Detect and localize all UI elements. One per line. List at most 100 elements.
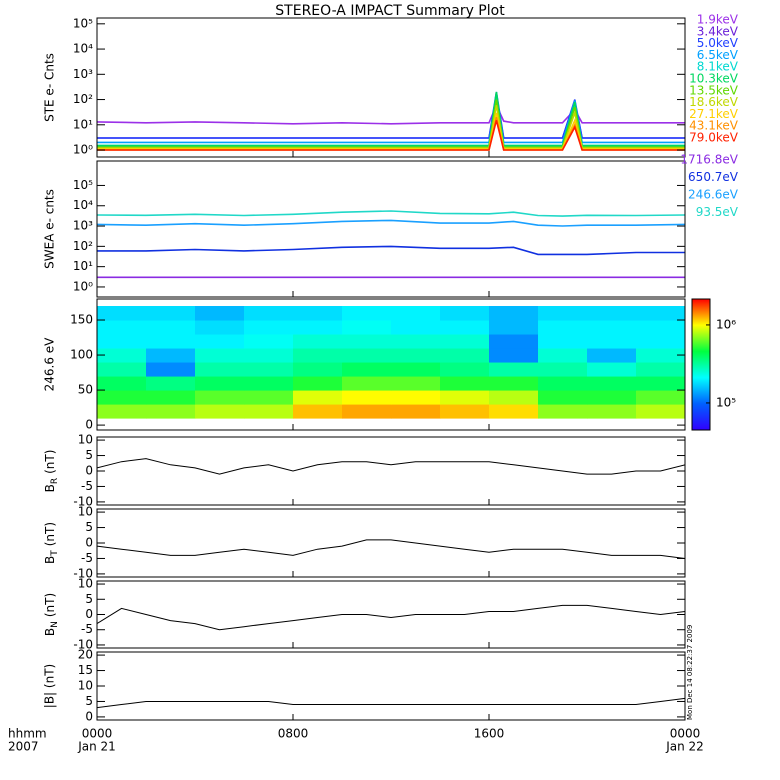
y-tick-label: -10 (73, 637, 93, 651)
series-line (97, 604, 685, 631)
heat-cell (587, 334, 637, 349)
y-axis-label: 246.6 eV (43, 337, 57, 392)
y-tick-label: 20 (78, 648, 93, 662)
heat-cell (195, 320, 245, 335)
heat-cell (489, 348, 539, 363)
heat-cell (538, 348, 588, 363)
heat-cell (146, 404, 196, 419)
legend-entry: 6.5keV (697, 48, 739, 62)
heat-cell (587, 404, 637, 419)
heat-cell (146, 390, 196, 405)
legend-entry: 1.9keV (697, 13, 739, 27)
y-label-unit: (nT) (43, 593, 57, 617)
heat-cell (97, 306, 147, 321)
y-tick-label: 10¹ (73, 259, 93, 273)
heat-cell (244, 348, 294, 363)
series-line (97, 539, 685, 559)
series-line (97, 105, 685, 149)
y-tick-label: -5 (81, 622, 93, 636)
y-tick-label: 10 (78, 577, 93, 591)
y-tick-label: 50 (78, 383, 93, 397)
heat-cell (636, 306, 685, 321)
series-line (97, 210, 685, 217)
y-tick-label: 5 (85, 448, 93, 462)
heat-cell (391, 390, 441, 405)
heat-cell (342, 390, 392, 405)
heat-cell (293, 376, 343, 391)
x-tick-label: 0000 (670, 727, 701, 741)
heat-cell (293, 320, 343, 335)
colorbar (691, 298, 711, 431)
heat-cell (636, 362, 685, 377)
y-tick-label: 10⁰ (73, 279, 93, 293)
heat-cell (538, 306, 588, 321)
y-axis-label: STE e- Cnts (43, 53, 57, 122)
heat-cell (195, 376, 245, 391)
heat-cell (97, 334, 147, 349)
heat-cell (97, 320, 147, 335)
y-tick-label: 10⁰ (73, 143, 93, 157)
panel-frame (96, 436, 686, 506)
legend-entry: 650.7eV (688, 170, 739, 184)
heat-cell (146, 334, 196, 349)
y-tick-label: 0 (85, 607, 93, 621)
heat-cell (636, 348, 685, 363)
heat-cell (391, 320, 441, 335)
panel-frame (96, 298, 686, 431)
y-tick-label: 0 (85, 536, 93, 550)
heat-cell (636, 320, 685, 335)
y-axis-label: |B| (nT) (43, 664, 57, 708)
legend-entry: 246.6eV (688, 188, 739, 202)
y-tick-label: 150 (70, 313, 93, 327)
y-tick-label: 10² (73, 92, 93, 106)
y-tick-label: -10 (73, 566, 93, 580)
panel-1 (97, 210, 685, 279)
heat-cell (195, 306, 245, 321)
heat-cell (195, 348, 245, 363)
y-tick-label: 5 (85, 592, 93, 606)
panel-frame (96, 160, 686, 298)
heat-cell (342, 306, 392, 321)
series-line (97, 103, 685, 125)
panel-frame (96, 651, 686, 721)
y-tick-label: 10 (78, 505, 93, 519)
heat-cell (440, 376, 490, 391)
y-axis-label: BT (nT) (43, 522, 60, 564)
heat-cell (538, 334, 588, 349)
y-axis-label: BN (nT) (43, 593, 60, 636)
heat-cell (391, 334, 441, 349)
legend-entry: 5.0keV (697, 36, 739, 50)
legend-entry: 93.5eV (696, 205, 739, 219)
heat-cell (636, 376, 685, 391)
heat-cell (587, 320, 637, 335)
legend-entry: 1716.8eV (680, 153, 738, 167)
series-line (97, 458, 685, 475)
panel-5 (97, 604, 685, 631)
heat-cell (293, 334, 343, 349)
y-tick-label: 5 (85, 520, 93, 534)
heat-cell (587, 306, 637, 321)
heat-cell (489, 362, 539, 377)
y-label-unit: (nT) (43, 450, 57, 474)
heat-cell (489, 306, 539, 321)
heat-cell (244, 306, 294, 321)
heat-cell (97, 362, 147, 377)
y-tick-label: 100 (70, 348, 93, 362)
legend-entry: 18.6keV (689, 95, 739, 109)
panel-frame (96, 580, 686, 649)
heat-cell (440, 320, 490, 335)
panel-4 (97, 539, 685, 559)
heat-cell (342, 376, 392, 391)
legend-entry: 79.0keV (689, 131, 739, 145)
heat-cell (440, 404, 490, 419)
heat-cell (391, 306, 441, 321)
heat-cell (244, 376, 294, 391)
series-line (97, 91, 685, 139)
heat-cell (489, 404, 539, 419)
heat-cell (342, 404, 392, 419)
heat-cell (293, 348, 343, 363)
y-tick-label: -5 (81, 551, 93, 565)
heat-cell (587, 362, 637, 377)
heat-cell (244, 390, 294, 405)
y-tick-label: 10¹ (73, 117, 93, 131)
